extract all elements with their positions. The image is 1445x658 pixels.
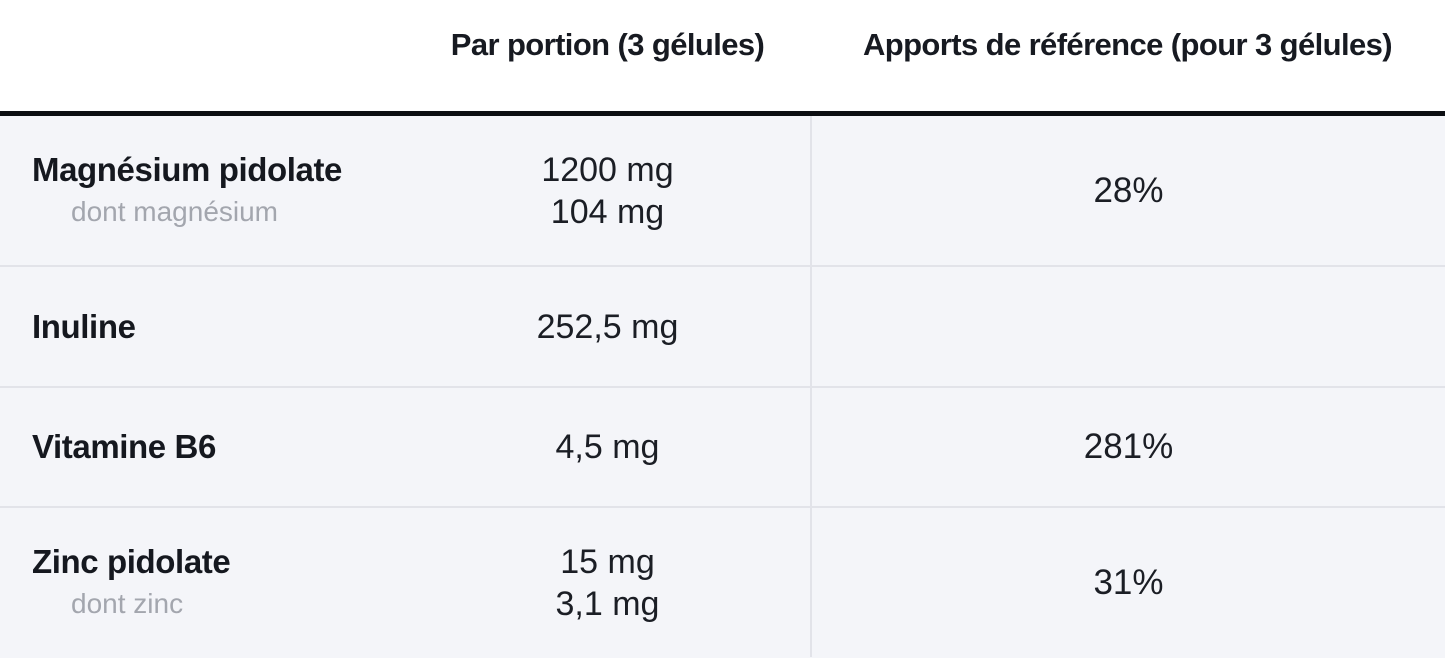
portion-value: 3,1 mg bbox=[555, 584, 660, 623]
col-header-reference: Apports de référence (pour 3 gélules) bbox=[862, 27, 1393, 62]
ingredient-cell: Magnésium pidolate dont magnésium bbox=[0, 116, 405, 265]
reference-value: 31% bbox=[1093, 562, 1164, 602]
portion-value: 4,5 mg bbox=[555, 428, 660, 466]
portion-value: 1200 mg bbox=[541, 150, 674, 189]
ingredient-subname: dont magnésium bbox=[71, 195, 279, 227]
ingredient-name: Inuline bbox=[32, 307, 136, 345]
reference-value: 28% bbox=[1093, 170, 1164, 210]
portion-cell: 15 mg 3,1 mg bbox=[405, 508, 810, 657]
portion-cell: 1200 mg 104 mg bbox=[405, 116, 810, 265]
portion-cell: 252,5 mg bbox=[405, 267, 810, 386]
table-row-zinc: Zinc pidolate dont zinc 15 mg 3,1 mg 31% bbox=[0, 508, 1445, 657]
col-header-ingredient bbox=[0, 0, 405, 111]
col-header-portion: Par portion (3 gélules) bbox=[450, 27, 765, 62]
table-row-magnesium: Magnésium pidolate dont magnésium 1200 m… bbox=[0, 116, 1445, 267]
table-header-row: Par portion (3 gélules) Apports de référ… bbox=[0, 0, 1445, 111]
reference-cell: 31% bbox=[810, 508, 1445, 657]
reference-cell: 281% bbox=[810, 388, 1445, 506]
portion-value: 104 mg bbox=[550, 192, 665, 231]
reference-cell: 28% bbox=[810, 116, 1445, 265]
ingredient-cell: Inuline bbox=[0, 267, 405, 386]
ingredient-subname: dont zinc bbox=[71, 587, 184, 619]
ingredient-cell: Zinc pidolate dont zinc bbox=[0, 508, 405, 657]
ingredient-cell: Vitamine B6 bbox=[0, 388, 405, 506]
ingredient-name: Magnésium pidolate bbox=[32, 150, 343, 188]
ingredient-name: Vitamine B6 bbox=[32, 428, 216, 465]
portion-value: 15 mg bbox=[560, 542, 655, 581]
reference-value: 281% bbox=[1083, 427, 1174, 466]
reference-cell bbox=[810, 267, 1445, 386]
table-row-vitamine-b6: Vitamine B6 4,5 mg 281% bbox=[0, 388, 1445, 508]
header-divider-bar bbox=[0, 111, 1445, 116]
portion-value: 252,5 mg bbox=[536, 307, 679, 346]
table-row-inuline: Inuline 252,5 mg bbox=[0, 267, 1445, 388]
portion-cell: 4,5 mg bbox=[405, 388, 810, 506]
ingredient-name: Zinc pidolate bbox=[32, 542, 231, 580]
table-body: Magnésium pidolate dont magnésium 1200 m… bbox=[0, 116, 1445, 658]
